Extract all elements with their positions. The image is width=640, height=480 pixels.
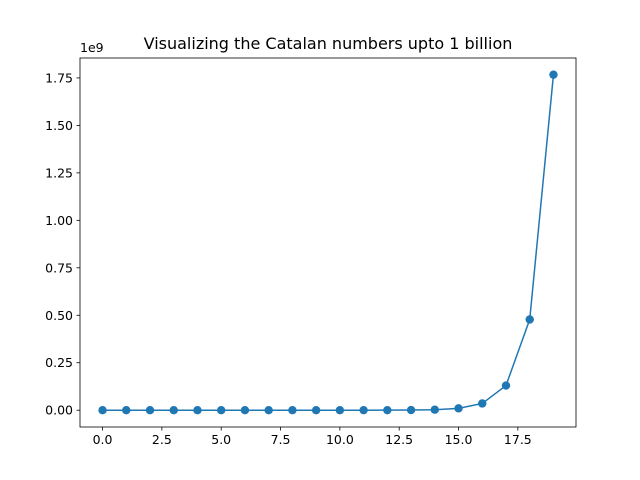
y-tick-label: 1.75: [45, 70, 73, 85]
data-point: [264, 405, 273, 415]
data-point: [359, 405, 368, 415]
x-tick-label: 2.5: [152, 432, 172, 447]
x-tick-label: 17.5: [504, 432, 532, 447]
x-tick-label: 0.0: [93, 432, 113, 447]
y-tick-label: 1.50: [45, 118, 73, 133]
data-point: [288, 405, 297, 415]
y-tick-label: 0.00: [45, 403, 73, 418]
chart-title: Visualizing the Catalan numbers upto 1 b…: [144, 34, 513, 53]
y-axis-offset-label: 1e9: [80, 40, 104, 55]
data-point: [478, 399, 487, 408]
data-point: [122, 405, 131, 415]
x-tick-label: 15.0: [445, 432, 473, 447]
y-tick-label: 0.75: [45, 260, 73, 275]
y-tick-label: 1.25: [45, 165, 73, 180]
data-point: [501, 381, 511, 390]
data-point: [430, 405, 439, 414]
data-point: [169, 405, 178, 415]
y-tick-label: 0.50: [45, 308, 73, 323]
axes-frame: [79, 57, 577, 428]
data-point: [311, 405, 321, 415]
data-point: [217, 405, 226, 415]
data-point: [454, 404, 463, 413]
data-point: [549, 70, 558, 79]
series-line: [102, 74, 555, 411]
data-point: [406, 405, 416, 415]
data-point: [383, 405, 392, 415]
plot-area: 0.0 2.5 5.0 7.5 10.0 12.5 15.0 17.5 0.00 0.25 0.50…: [45, 57, 577, 447]
data-point: [193, 405, 202, 415]
y-tick-label: 0.25: [45, 355, 73, 370]
data-point: [525, 315, 534, 324]
x-tick-label: 5.0: [211, 432, 231, 447]
data-point: [335, 405, 345, 415]
x-tick-label: 10.0: [326, 432, 354, 447]
data-point: [240, 405, 250, 415]
data-point: [145, 405, 155, 415]
data-point: [98, 405, 107, 415]
y-tick-label: 1.00: [45, 213, 73, 228]
x-tick-label: 7.5: [271, 432, 291, 447]
x-tick-label: 12.5: [385, 432, 413, 447]
